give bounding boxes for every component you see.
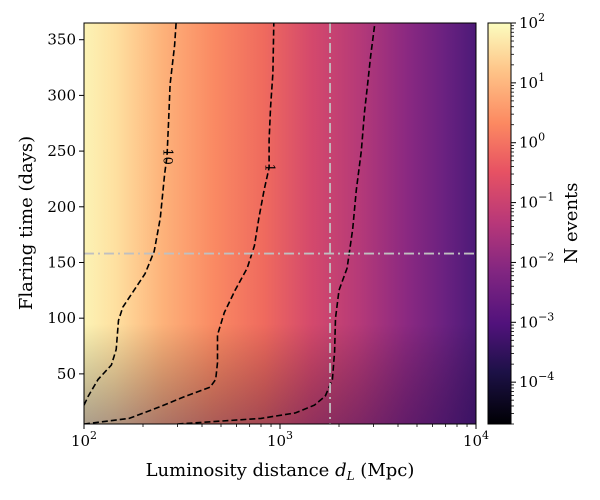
- reference-lines: [84, 23, 476, 424]
- colorbar-tick-label: 100: [519, 131, 545, 152]
- y-tick-label: 200: [47, 198, 76, 216]
- x-axis-ticks: 102 103 104: [71, 424, 489, 450]
- colorbar-tick-label: 101: [519, 71, 545, 92]
- contour-line-0: [84, 23, 177, 406]
- colorbar-label: N events: [561, 182, 582, 263]
- colorbar-ticks: 102 101 100 10−1 10−2 10−3 10−4: [511, 11, 554, 425]
- colorbar-tick-label: 10−2: [519, 250, 554, 271]
- y-axis-label: Flaring time (days): [16, 136, 37, 310]
- colorbar-tick-label: 10−3: [519, 310, 554, 331]
- y-tick-label: 150: [47, 253, 76, 271]
- heatmap-area: 10 1: [84, 23, 476, 424]
- y-tick-label: 350: [47, 31, 76, 49]
- y-tick-label: 250: [47, 142, 76, 160]
- colorbar: 102 101 100 10−1 10−2 10−3 10−4: [487, 11, 554, 425]
- x-axis-label: Luminosity distance dL (Mpc): [146, 460, 415, 483]
- contour-line-2: [177, 23, 376, 424]
- y-tick-label: 50: [57, 365, 76, 383]
- colorbar-tick-label: 10−4: [519, 370, 554, 391]
- colorbar-tick-label: 102: [519, 11, 545, 32]
- y-tick-label: 100: [47, 309, 76, 327]
- colorbar-tick-label: 10−1: [519, 191, 554, 212]
- x-tick-label: 104: [463, 429, 489, 450]
- x-tick-label: 103: [267, 429, 293, 450]
- colorbar-gradient: [487, 22, 512, 425]
- contour-label-0: 10: [160, 148, 175, 165]
- heatmap-shading: [84, 23, 476, 424]
- contour-label-1: 1: [262, 164, 277, 172]
- contour-lines: [84, 23, 376, 424]
- contour-labels: 10 1: [160, 148, 277, 172]
- x-tick-label: 102: [71, 429, 97, 450]
- contour-line-1: [84, 23, 275, 424]
- y-tick-label: 300: [47, 86, 76, 104]
- y-axis-ticks: 50 100 150 200 250 300 350: [47, 31, 84, 383]
